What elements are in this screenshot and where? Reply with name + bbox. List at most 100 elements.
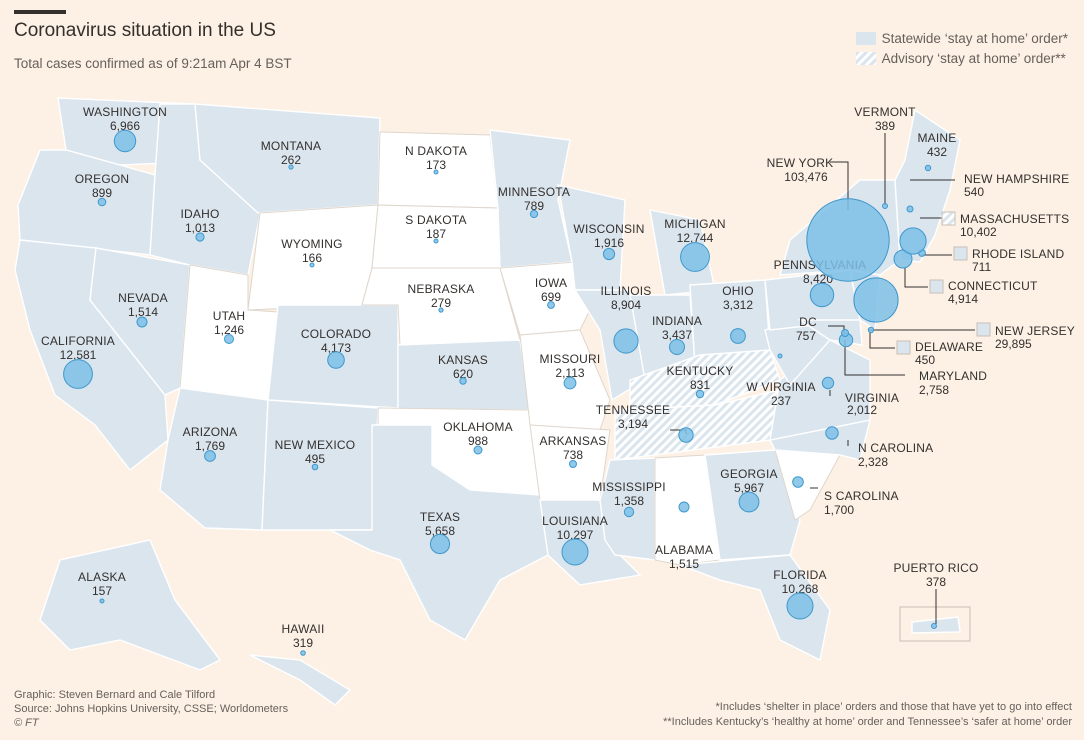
svg-text:NEW JERSEY: NEW JERSEY — [995, 324, 1075, 338]
svg-text:OHIO: OHIO — [722, 284, 753, 298]
svg-text:MONTANA: MONTANA — [261, 139, 322, 153]
svg-text:VERMONT: VERMONT — [854, 105, 916, 119]
svg-text:1,514: 1,514 — [128, 305, 158, 319]
svg-text:103,476: 103,476 — [784, 170, 828, 184]
bubble-utah — [224, 334, 234, 344]
svg-text:WISCONSIN: WISCONSIN — [573, 222, 644, 236]
svg-text:TENNESSEE: TENNESSEE — [596, 403, 671, 417]
bubble-w-virginia — [777, 353, 783, 359]
svg-text:10,268: 10,268 — [782, 582, 819, 596]
svg-text:UTAH: UTAH — [213, 309, 246, 323]
footnote-statewide: *Includes ‘shelter in place’ orders and … — [715, 701, 1072, 713]
legend-swatch-hatched — [855, 51, 876, 65]
bubble-iowa — [547, 301, 555, 309]
svg-text:1,700: 1,700 — [824, 503, 854, 517]
svg-text:HAWAII: HAWAII — [282, 622, 325, 636]
svg-text:ALASKA: ALASKA — [78, 570, 126, 584]
legend-label-statewide: Statewide ‘stay at home’ order* — [881, 30, 1068, 46]
bubble-s-dakota — [433, 238, 439, 244]
svg-text:2,113: 2,113 — [555, 366, 584, 380]
bubble-montana — [288, 164, 294, 170]
svg-text:237: 237 — [771, 394, 791, 408]
svg-text:IDAHO: IDAHO — [180, 207, 219, 221]
bubble-virginia — [821, 376, 835, 390]
svg-text:173: 173 — [426, 158, 446, 172]
svg-text:279: 279 — [431, 296, 451, 310]
svg-text:319: 319 — [293, 636, 313, 650]
svg-text:N CAROLINA: N CAROLINA — [858, 441, 933, 455]
svg-text:COLORADO: COLORADO — [301, 327, 371, 341]
legend-item-statewide: Statewide ‘stay at home’ order* — [855, 28, 1068, 48]
svg-text:S CAROLINA: S CAROLINA — [824, 489, 899, 503]
svg-text:NEBRASKA: NEBRASKA — [408, 282, 475, 296]
bubble-n-dakota — [433, 169, 439, 175]
bubble-kansas — [459, 377, 467, 385]
bubble-puerto-rico — [931, 623, 937, 629]
bubble-illinois — [613, 328, 639, 354]
bubble-pennsylvania — [809, 282, 835, 308]
state-oregon — [17, 149, 156, 256]
svg-text:8,904: 8,904 — [611, 298, 641, 312]
svg-text:620: 620 — [453, 367, 473, 381]
svg-text:5,967: 5,967 — [734, 481, 764, 495]
svg-text:3,194: 3,194 — [618, 417, 648, 431]
bubble-wyoming — [309, 262, 315, 268]
header-accent-bar — [14, 10, 66, 14]
svg-text:OREGON: OREGON — [75, 172, 130, 186]
bubble-florida — [786, 592, 814, 620]
bubble-maine — [924, 164, 932, 172]
bubble-michigan — [680, 242, 710, 272]
svg-text:N DAKOTA: N DAKOTA — [405, 144, 467, 158]
bubble-arizona — [204, 450, 216, 462]
svg-text:789: 789 — [524, 199, 544, 213]
svg-text:2,012: 2,012 — [847, 403, 877, 417]
credits: Graphic: Steven Bernard and Cale Tilford… — [14, 688, 288, 730]
svg-text:389: 389 — [875, 119, 895, 133]
svg-text:166: 166 — [302, 251, 322, 265]
svg-text:1,013: 1,013 — [185, 221, 215, 235]
svg-text:MASSACHUSETTS: MASSACHUSETTS — [960, 212, 1069, 226]
svg-text:1,246: 1,246 — [214, 323, 244, 337]
svg-text:LOUISIANA: LOUISIANA — [542, 514, 608, 528]
svg-text:988: 988 — [468, 434, 488, 448]
svg-text:NEW MEXICO: NEW MEXICO — [275, 438, 356, 452]
bubble-alaska — [99, 598, 105, 604]
svg-text:MAINE: MAINE — [917, 131, 956, 145]
svg-text:NEW HAMPSHIRE: NEW HAMPSHIRE — [964, 172, 1069, 186]
footnotes: *Includes ‘shelter in place’ orders and … — [663, 700, 1072, 730]
svg-text:W VIRGINIA: W VIRGINIA — [746, 380, 815, 394]
svg-text:12,581: 12,581 — [60, 348, 97, 362]
state-texas — [329, 424, 549, 641]
state-illinois — [573, 289, 646, 402]
svg-text:MINNESOTA: MINNESOTA — [498, 185, 570, 199]
svg-text:12,744: 12,744 — [677, 231, 714, 245]
svg-text:ARKANSAS: ARKANSAS — [540, 434, 607, 448]
svg-text:10,297: 10,297 — [557, 528, 594, 542]
map-title: Coronavirus situation in the US — [14, 20, 276, 41]
svg-text:3,312: 3,312 — [723, 298, 753, 312]
